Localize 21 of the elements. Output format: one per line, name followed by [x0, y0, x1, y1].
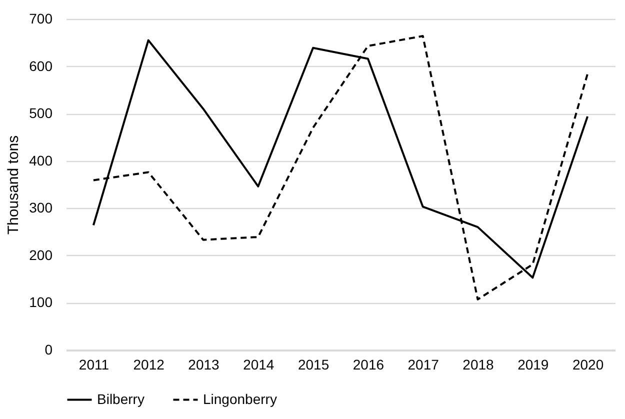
- legend-label: Lingonberry: [203, 390, 277, 407]
- x-tick-label: 2020: [572, 356, 604, 372]
- y-tick-label: 300: [29, 200, 53, 216]
- y-axis-title: Thousand tons: [5, 135, 22, 235]
- y-tick-label: 500: [29, 105, 53, 122]
- y-tick-label: 700: [29, 10, 53, 26]
- y-tick-label: 200: [29, 246, 53, 263]
- x-tick-label: 2013: [188, 356, 220, 372]
- y-tick-label: 0: [44, 342, 53, 358]
- x-tick-label: 2014: [243, 356, 274, 372]
- x-tick-label: 2015: [298, 356, 330, 372]
- x-tick-label: 2019: [518, 356, 549, 372]
- y-tick-label: 100: [29, 294, 53, 310]
- legend-label: Bilberry: [97, 390, 144, 407]
- x-tick-label: 2011: [78, 356, 110, 372]
- x-tick-label: 2018: [462, 356, 494, 372]
- x-tick-label: 2016: [352, 356, 384, 372]
- y-tick-label: 600: [29, 58, 53, 74]
- y-tick-label: 400: [29, 152, 53, 168]
- x-tick-label: 2017: [408, 356, 440, 372]
- x-tick-label: 2012: [133, 356, 165, 372]
